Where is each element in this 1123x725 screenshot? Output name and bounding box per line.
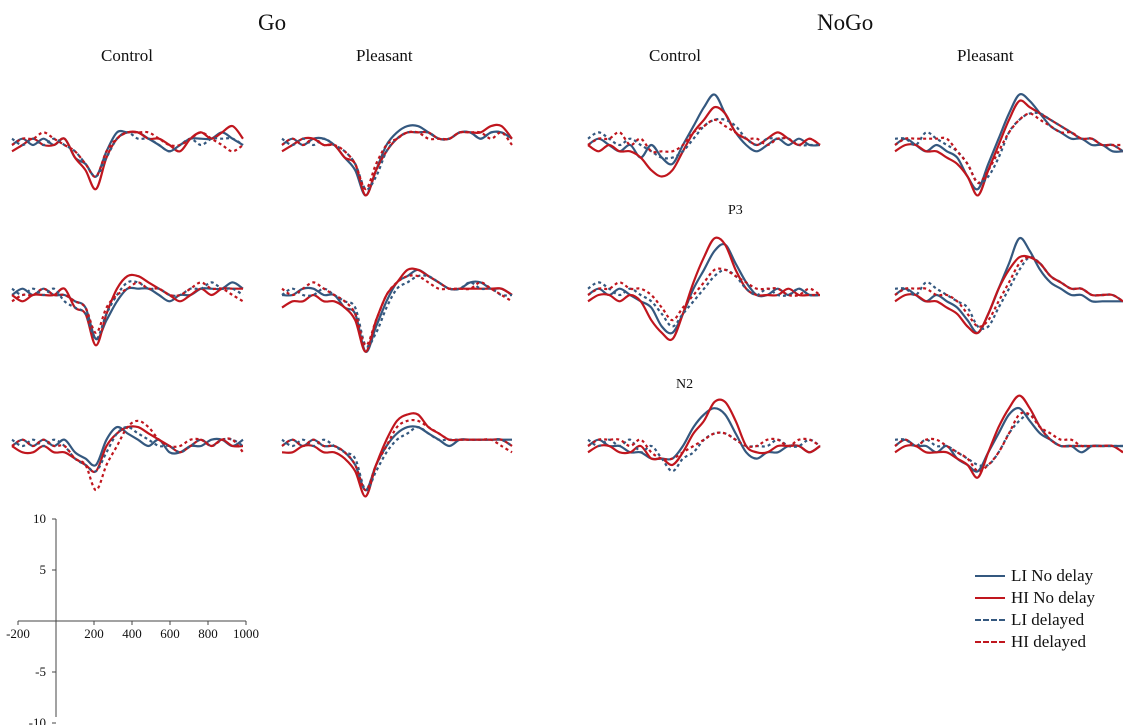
panel-go-pleasant-row2 xyxy=(281,267,513,353)
series-line-li-delayed xyxy=(587,268,821,328)
legend-item: HI delayed xyxy=(975,631,1095,653)
series-line-li-no-delay xyxy=(894,93,1123,191)
panel-go-control-row2 xyxy=(11,273,244,347)
y-tick-label: 10 xyxy=(33,511,46,526)
series-line-hi-no-delay xyxy=(587,105,821,178)
series-line-hi-no-delay xyxy=(281,123,513,197)
go-title: Go xyxy=(258,10,287,35)
series-line-li-no-delay xyxy=(11,281,244,341)
legend-item: HI No delay xyxy=(975,587,1095,609)
n2-peak-label: N2 xyxy=(676,377,694,392)
x-tick-label: 800 xyxy=(198,626,218,641)
legend-swatch-solid-blue xyxy=(975,575,1005,577)
x-tick-label: 1000 xyxy=(233,626,259,641)
panel-go-control-row3 xyxy=(11,419,244,492)
series-line-hi-no-delay xyxy=(587,398,821,467)
scale-axis: -200 200 400 600 800 1000 10 5 -5 -10 xyxy=(6,511,259,725)
series-line-hi-delayed xyxy=(281,418,513,492)
legend-item: LI No delay xyxy=(975,565,1095,587)
nogo-pleasant-column-title: Pleasant xyxy=(957,46,1014,65)
panel-go-pleasant-row3 xyxy=(281,412,513,498)
series-line-li-delayed xyxy=(894,255,1123,330)
legend-label: LI No delay xyxy=(1011,566,1094,585)
series-line-li-delayed xyxy=(281,425,513,492)
series-line-li-no-delay xyxy=(587,407,821,461)
nogo-control-column-title: Control xyxy=(649,46,701,65)
panel-go-pleasant-row1 xyxy=(281,123,513,197)
legend-swatch-dashed-red xyxy=(975,641,1005,643)
legend: LI No delay HI No delay LI delayed HI de… xyxy=(975,565,1095,653)
panel-go-control-row1 xyxy=(11,124,244,191)
series-line-hi-no-delay xyxy=(281,267,513,353)
y-tick-label: -10 xyxy=(29,715,46,725)
legend-label: HI delayed xyxy=(1011,632,1087,651)
x-tick-label: 200 xyxy=(84,626,104,641)
y-tick-label: -5 xyxy=(35,664,46,679)
x-tick-label: 400 xyxy=(122,626,142,641)
series-line-hi-delayed xyxy=(587,267,821,322)
series-line-hi-delayed xyxy=(281,130,513,191)
series-line-hi-no-delay xyxy=(894,254,1123,335)
series-line-li-delayed xyxy=(894,111,1123,185)
legend-swatch-dashed-blue xyxy=(975,619,1005,621)
series-line-li-delayed xyxy=(281,274,513,348)
legend-swatch-solid-red xyxy=(975,597,1005,599)
panel-nogo-control-row2 xyxy=(587,236,821,342)
series-line-hi-delayed xyxy=(894,256,1123,328)
series-line-li-no-delay xyxy=(281,425,512,492)
legend-label: HI No delay xyxy=(1011,588,1096,607)
panel-nogo-pleasant-row2 xyxy=(894,236,1123,335)
nogo-title: NoGo xyxy=(817,10,874,35)
series-line-li-no-delay xyxy=(587,93,821,166)
series-line-hi-no-delay xyxy=(894,394,1123,479)
series-line-hi-delayed xyxy=(11,130,244,178)
legend-item: LI delayed xyxy=(975,609,1095,631)
series-line-hi-delayed xyxy=(894,112,1123,184)
series-line-hi-no-delay xyxy=(11,124,244,191)
x-tick-label: -200 xyxy=(6,626,30,641)
series-line-hi-no-delay xyxy=(587,236,820,342)
go-control-column-title: Control xyxy=(101,46,153,65)
legend-label: LI delayed xyxy=(1011,610,1085,629)
series-line-li-no-delay xyxy=(894,236,1123,334)
series-line-hi-delayed xyxy=(587,431,821,461)
series-line-li-no-delay xyxy=(894,406,1123,473)
panel-nogo-control-row3 xyxy=(587,398,821,473)
p3-peak-label: P3 xyxy=(728,203,743,218)
x-tick-label: 600 xyxy=(160,626,180,641)
series-line-hi-delayed xyxy=(894,411,1123,473)
series-line-hi-delayed xyxy=(11,281,244,334)
series-line-li-no-delay xyxy=(11,425,244,467)
series-line-li-delayed xyxy=(894,413,1123,468)
series-line-hi-no-delay xyxy=(11,273,243,347)
panel-nogo-pleasant-row3 xyxy=(894,394,1123,479)
series-line-hi-delayed xyxy=(11,419,244,492)
series-line-hi-delayed xyxy=(281,274,513,347)
go-pleasant-column-title: Pleasant xyxy=(356,46,413,65)
series-line-li-no-delay xyxy=(281,124,513,197)
panel-nogo-control-row1 xyxy=(587,93,821,178)
y-tick-label: 5 xyxy=(40,562,47,577)
panel-nogo-pleasant-row1 xyxy=(894,93,1123,197)
